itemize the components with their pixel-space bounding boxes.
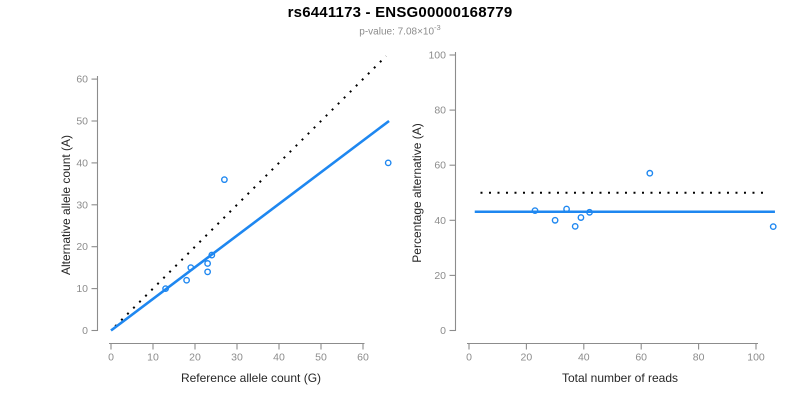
x-tick-label: 60 — [635, 352, 647, 364]
p-value-exponent: -3 — [434, 23, 441, 32]
x-tick-label: 100 — [747, 352, 765, 364]
data-point — [208, 251, 216, 259]
x-tick-label: 20 — [521, 352, 533, 364]
data-point — [769, 223, 777, 231]
x-tick-label: 30 — [231, 352, 243, 364]
y-tick-label: 40 — [76, 157, 88, 169]
x-tick-label: 40 — [578, 352, 590, 364]
y-tick-label: 0 — [440, 325, 446, 337]
data-point — [187, 264, 195, 272]
y-tick-label: 30 — [76, 199, 88, 211]
p-value-text: p-value: 7.08×10 — [359, 26, 435, 38]
identity-line — [114, 55, 387, 328]
data-point — [162, 285, 170, 292]
y-axis-title: Alternative allele count (A) — [59, 135, 73, 275]
data-point — [551, 216, 559, 224]
data-point — [563, 205, 570, 213]
x-tick-label: 0 — [108, 352, 114, 364]
y-tick-label: 20 — [434, 270, 446, 282]
plot-subtitle: p-value: 7.08×10-3 — [0, 23, 800, 37]
y-tick-label: 60 — [76, 74, 88, 86]
y-tick-label: 50 — [76, 116, 88, 128]
x-axis-title: Total number of reads — [562, 371, 678, 385]
data-point — [384, 159, 392, 167]
y-axis-title: Percentage alternative (A) — [410, 123, 424, 262]
data-point — [571, 222, 579, 230]
x-tick-label: 10 — [147, 352, 159, 364]
y-tick-label: 20 — [76, 241, 88, 253]
x-tick-label: 0 — [466, 352, 472, 364]
data-point — [646, 169, 654, 177]
data-point — [577, 214, 585, 221]
plot-title: rs6441173 - ENSG00000168779 — [287, 4, 513, 21]
data-point — [586, 208, 593, 216]
x-axis-title: Reference allele count (G) — [181, 371, 321, 385]
data-point — [204, 268, 212, 276]
x-tick-label: 40 — [273, 352, 285, 364]
y-tick-label: 10 — [76, 283, 88, 295]
y-tick-label: 0 — [82, 325, 88, 337]
data-point — [531, 207, 539, 215]
data-point — [220, 176, 228, 184]
data-point — [204, 260, 212, 267]
data-point — [183, 276, 191, 284]
x-tick-label: 80 — [693, 352, 705, 364]
y-tick-label: 60 — [434, 160, 446, 172]
y-tick-label: 40 — [434, 215, 446, 227]
allele-counts-panel: 0 10 20 30 40 50 60 0 10 20 30 40 50 60 Reference alle… — [59, 55, 392, 385]
y-tick-label: 100 — [428, 50, 446, 62]
x-tick-label: 60 — [357, 352, 369, 364]
percentage-alternative-panel: 0 20 40 60 80 100 0 20 40 60 80 100 Total number of … — [410, 50, 777, 385]
regression-line — [110, 119, 390, 332]
y-tick-label: 80 — [434, 105, 446, 117]
x-tick-label: 20 — [189, 352, 201, 364]
x-tick-label: 50 — [315, 352, 327, 364]
